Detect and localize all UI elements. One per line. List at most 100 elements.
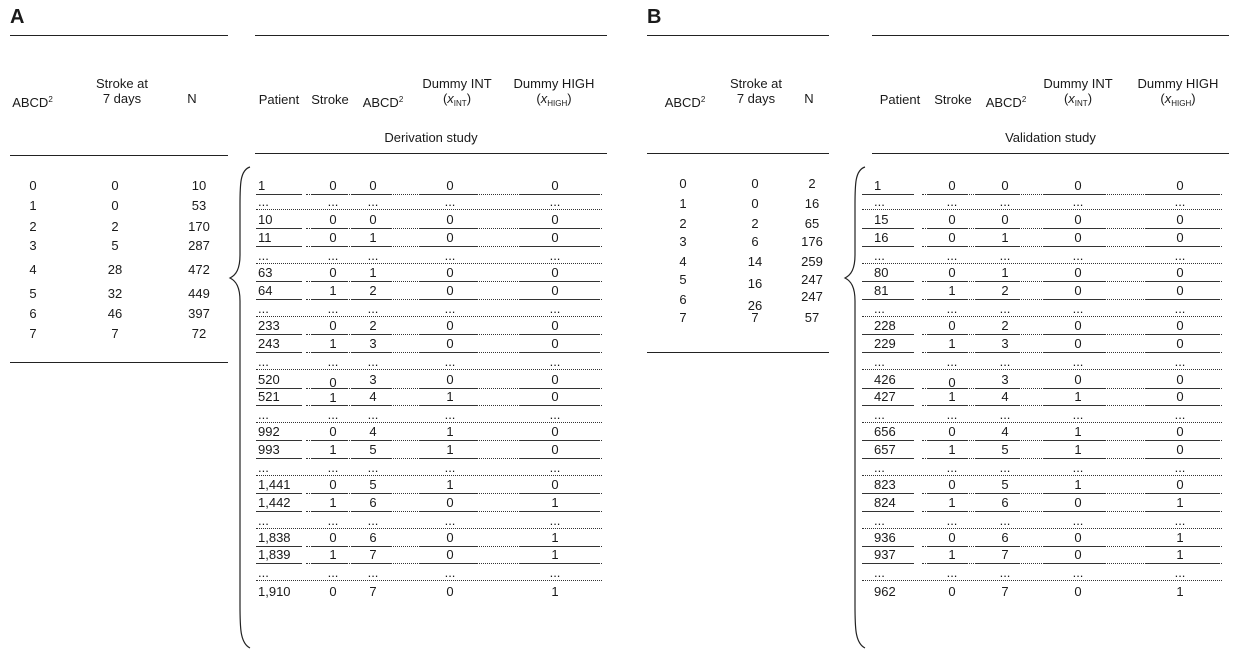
- abcd-cell: ...: [999, 301, 1011, 316]
- cell-underline: [862, 458, 914, 459]
- row-dotted-separator: [256, 369, 602, 370]
- patient-cell: 823: [874, 477, 896, 492]
- patient-cell: 992: [258, 424, 280, 439]
- score-cell: 4: [679, 254, 687, 269]
- dummy-int-cell: ...: [444, 194, 456, 209]
- cell-underline: [862, 405, 914, 406]
- dummy-int-cell: ...: [1072, 407, 1084, 422]
- dummy-high-cell: 1: [1176, 547, 1184, 562]
- cell-underline: [862, 493, 914, 494]
- stroke-cell: 0: [111, 178, 119, 193]
- stroke-cell: 0: [329, 584, 337, 599]
- dummy-high-cell: ...: [1174, 460, 1186, 475]
- header-n: N: [804, 91, 814, 106]
- stroke-cell: ...: [946, 565, 958, 580]
- abcd-cell: 6: [369, 495, 377, 510]
- dummy-int-cell: 0: [1074, 372, 1082, 387]
- abcd-cell: ...: [999, 565, 1011, 580]
- dummy-int-cell: ...: [444, 354, 456, 369]
- abcd-cell: ...: [367, 565, 379, 580]
- score-cell: 3: [679, 234, 687, 249]
- header-abcd: ABCD2: [664, 95, 706, 110]
- dummy-int-cell: 0: [446, 495, 454, 510]
- patient-cell: 1,910: [258, 584, 291, 599]
- abcd-cell: ...: [367, 354, 379, 369]
- stroke-cell: 0: [948, 477, 956, 492]
- n-cell: 10: [191, 178, 207, 193]
- patient-cell: ...: [874, 248, 885, 263]
- patient-cell: 937: [874, 547, 896, 562]
- header-dummy-int: Dummy INT (xINT): [422, 76, 492, 108]
- dummy-high-cell: 0: [1176, 212, 1184, 227]
- abcd-cell: 2: [1001, 283, 1009, 298]
- dummy-high-cell: ...: [1174, 194, 1186, 209]
- header-rule: [255, 153, 607, 154]
- abcd-cell: 2: [369, 283, 377, 298]
- stroke-cell: 7: [751, 310, 759, 325]
- stroke-cell: ...: [946, 354, 958, 369]
- dummy-high-cell: 0: [551, 318, 559, 333]
- patient-cell: ...: [258, 565, 269, 580]
- row-dotted-separator: [256, 209, 602, 210]
- dummy-int-cell: 0: [446, 318, 454, 333]
- abcd-cell: 5: [1001, 477, 1009, 492]
- row-dotted-separator: [306, 458, 602, 459]
- dummy-high-cell: 0: [551, 389, 559, 404]
- dummy-int-cell: 0: [1074, 495, 1082, 510]
- n-cell: 449: [188, 286, 210, 301]
- stroke-cell: 1: [329, 442, 337, 457]
- dummy-int-cell: ...: [1072, 301, 1084, 316]
- cell-underline: [256, 388, 302, 389]
- dummy-int-cell: 1: [446, 389, 454, 404]
- stroke-cell: 14: [747, 254, 763, 269]
- cell-underline: [862, 299, 914, 300]
- dummy-high-cell: 1: [1176, 584, 1184, 599]
- patient-cell: 657: [874, 442, 896, 457]
- dummy-int-cell: ...: [444, 513, 456, 528]
- score-cell: 2: [679, 216, 687, 231]
- stroke-cell: 0: [329, 318, 337, 333]
- abcd-cell: 0: [1001, 212, 1009, 227]
- stroke-cell: 0: [948, 265, 956, 280]
- dummy-int-cell: 1: [446, 424, 454, 439]
- stroke-cell: ...: [946, 301, 958, 316]
- row-dotted-separator: [306, 194, 602, 195]
- study-label: Validation study: [1005, 130, 1096, 145]
- patient-cell: 11: [258, 230, 272, 245]
- dummy-int-cell: 1: [1074, 424, 1082, 439]
- dummy-int-cell: 0: [446, 178, 454, 193]
- row-dotted-separator: [862, 475, 1222, 476]
- patient-cell: ...: [258, 354, 269, 369]
- patient-cell: 993: [258, 442, 280, 457]
- patient-cell: 15: [874, 212, 889, 227]
- cell-underline: [256, 281, 302, 282]
- abcd-cell: ...: [367, 407, 379, 422]
- abcd-cell: 3: [1001, 372, 1009, 387]
- patient-cell: 63: [258, 265, 273, 280]
- patient-cell: 520: [258, 372, 280, 387]
- abcd-cell: 2: [1001, 318, 1009, 333]
- cell-underline: [256, 334, 302, 335]
- dummy-int-cell: 0: [1074, 283, 1082, 298]
- dummy-high-cell: ...: [549, 301, 561, 316]
- abcd-cell: 7: [1001, 547, 1009, 562]
- stroke-cell: 0: [948, 230, 956, 245]
- dummy-high-cell: ...: [1174, 407, 1186, 422]
- patient-cell: ...: [258, 194, 269, 209]
- abcd-cell: 4: [1001, 389, 1009, 404]
- row-dotted-separator: [306, 334, 602, 335]
- abcd-cell: 5: [369, 442, 377, 457]
- stroke-cell: 16: [747, 276, 763, 291]
- stroke-cell: 6: [751, 234, 759, 249]
- score-cell: 5: [29, 286, 37, 301]
- row-dotted-separator: [256, 422, 602, 423]
- score-cell: 6: [679, 292, 687, 307]
- stroke-cell: 1: [948, 495, 956, 510]
- abcd-cell: 0: [369, 212, 377, 227]
- patient-cell: 80: [874, 265, 889, 280]
- dummy-high-cell: 0: [551, 336, 559, 351]
- abcd-cell: ...: [999, 248, 1011, 263]
- row-dotted-separator: [306, 246, 602, 247]
- header-abcd: ABCD2: [362, 95, 404, 110]
- dummy-int-cell: 0: [1074, 547, 1082, 562]
